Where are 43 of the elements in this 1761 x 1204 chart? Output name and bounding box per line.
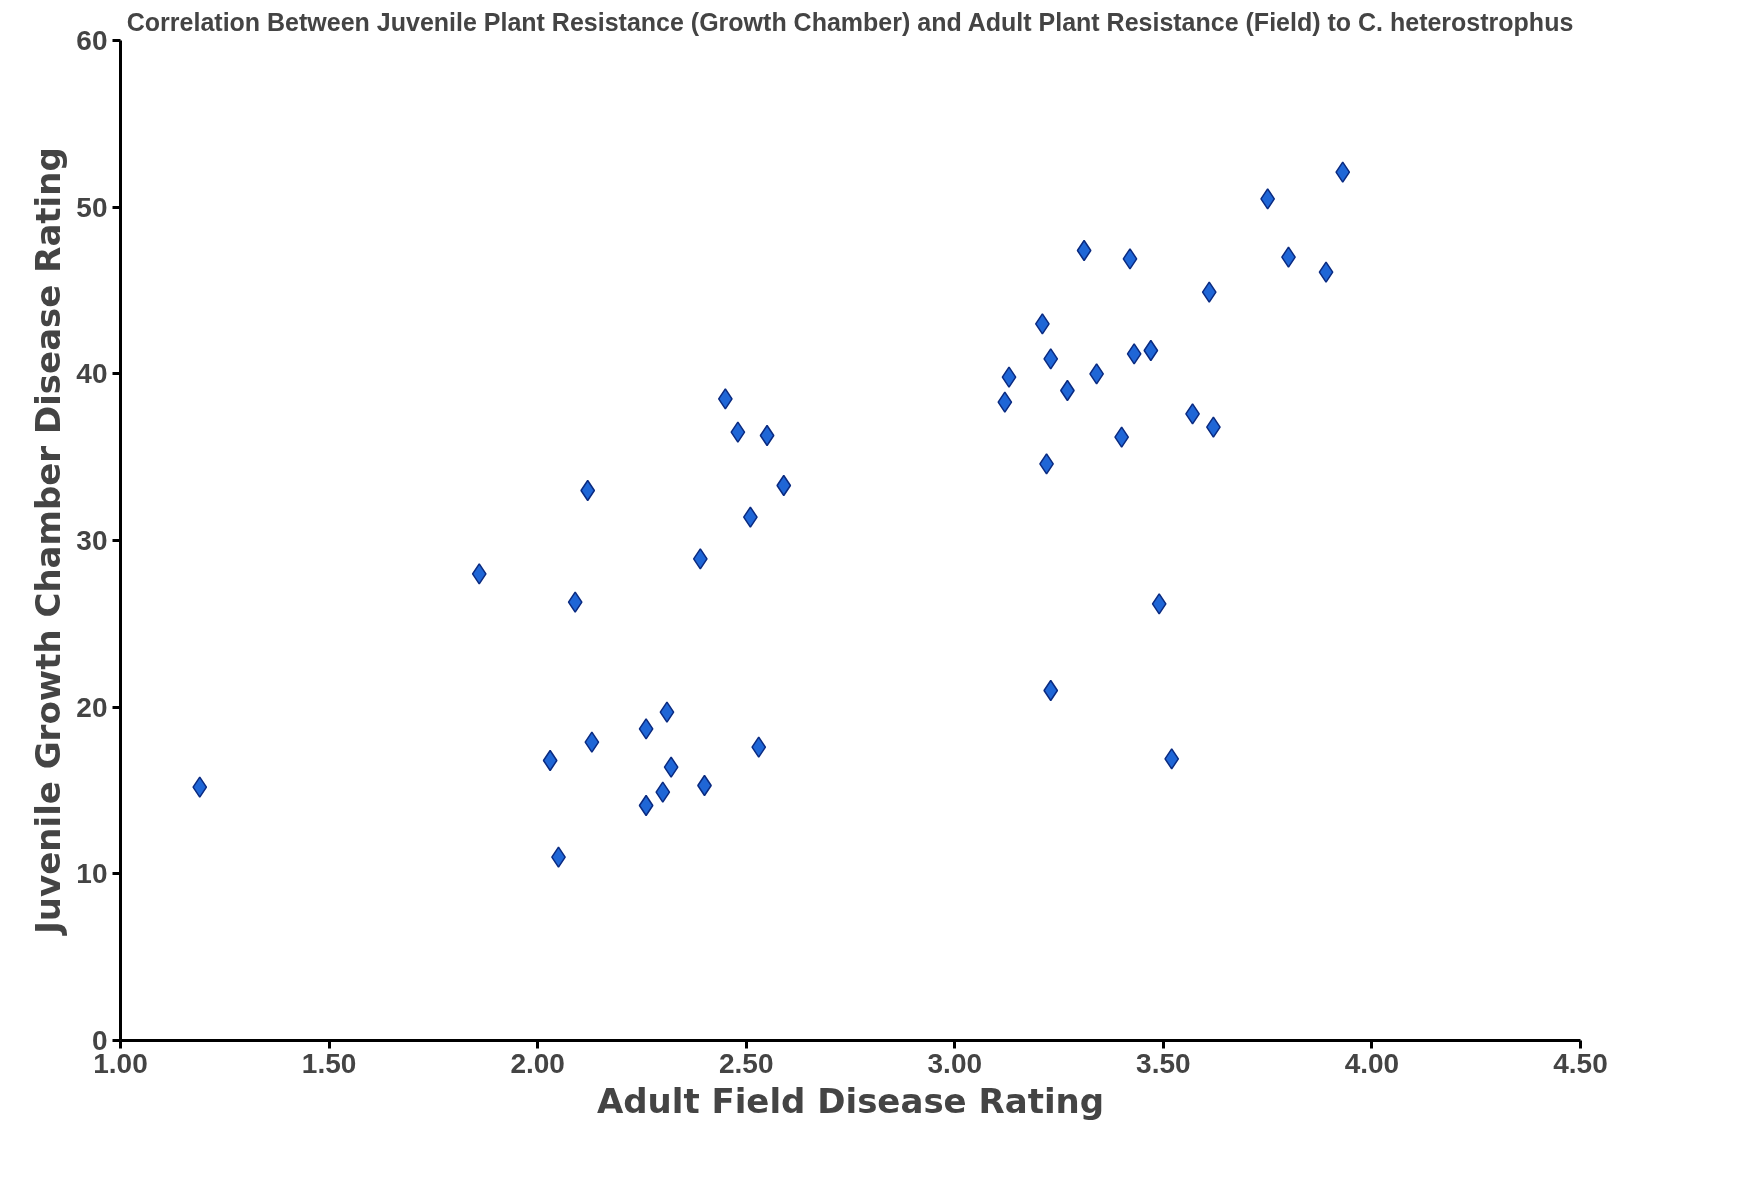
point <box>471 563 487 585</box>
point <box>1034 313 1050 335</box>
point <box>1201 281 1217 303</box>
x-tick-label: 2.00 <box>510 1047 565 1079</box>
x-tick-label: 4.50 <box>1553 1047 1608 1079</box>
point <box>1126 343 1142 365</box>
point <box>1122 248 1138 270</box>
y-tick-label: 60 <box>76 25 108 56</box>
point <box>692 548 708 570</box>
x-tick-label: 3.50 <box>1136 1047 1191 1079</box>
point <box>751 736 767 758</box>
chart-title: Correlation Between Juvenile Plant Resistance (Growth Chamber) and Adult Plant Resistance (Field) to C. heterostrophus <box>126 7 1574 36</box>
y-tick-label: 50 <box>76 191 108 223</box>
point <box>1089 363 1105 385</box>
point <box>567 591 583 613</box>
point <box>659 701 675 723</box>
point <box>742 506 758 528</box>
point <box>1001 366 1017 388</box>
y-axis-title: Juvenile Growth Chamber Disease Rating <box>28 147 69 936</box>
x-axis-title: Adult Field Disease Rating <box>596 1080 1105 1121</box>
point <box>655 781 671 803</box>
y-tick-label: 20 <box>76 691 108 723</box>
point <box>1335 161 1351 183</box>
point <box>584 731 600 753</box>
y-tick-label: 30 <box>76 525 108 556</box>
point <box>730 421 746 443</box>
x-tick-label: 1.50 <box>301 1047 357 1079</box>
point <box>717 388 733 410</box>
point <box>1114 426 1130 448</box>
x-tick-label: 2.50 <box>718 1047 774 1079</box>
x-tick-label: 3.00 <box>927 1047 983 1079</box>
point <box>997 391 1013 413</box>
y-tick-label: 10 <box>76 858 108 890</box>
point <box>1318 261 1334 283</box>
point <box>1043 348 1059 370</box>
point <box>192 776 208 798</box>
point <box>638 718 654 740</box>
point <box>1260 188 1276 210</box>
y-tick-label: 40 <box>76 358 108 390</box>
point <box>1151 593 1167 615</box>
point <box>663 756 679 778</box>
x-tick-label: 4.00 <box>1344 1047 1400 1079</box>
point <box>1164 748 1180 770</box>
